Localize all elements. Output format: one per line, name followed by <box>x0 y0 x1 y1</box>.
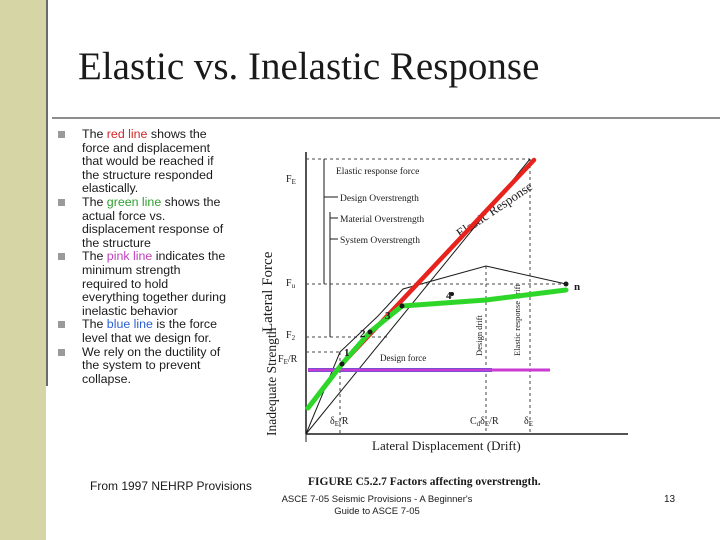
bullet-list: The red line shows the force and displac… <box>56 127 228 387</box>
left-band <box>0 0 46 540</box>
x-axis-label: Lateral Displacement (Drift) <box>372 438 521 453</box>
bullet-square-icon <box>58 348 65 356</box>
f2-tick-label: F2 <box>286 330 296 342</box>
bullet-square-icon <box>58 253 65 261</box>
bullet-square-icon <box>58 131 65 138</box>
point-n-marker <box>563 281 569 287</box>
point-2-marker <box>367 329 373 335</box>
bullet-item: The green line shows the actual force vs… <box>56 194 228 250</box>
pink-line-highlight: pink line <box>106 249 153 264</box>
elastic-response-drift-label: Elastic response drift <box>512 284 522 356</box>
point-4-label: 4 <box>446 290 452 302</box>
page-number: 13 <box>664 494 676 505</box>
point-n-label: n <box>574 281 580 293</box>
slide-title: Elastic vs. Inelastic Response <box>78 45 540 88</box>
point-1-marker <box>339 361 345 367</box>
bullet-item: We rely on the ductility of the system t… <box>56 345 228 387</box>
bullet-square-icon <box>58 321 65 329</box>
point-3-label: 3 <box>385 310 391 322</box>
green-actual-response-line <box>305 287 569 411</box>
blue-line-highlight: blue line <box>106 317 153 332</box>
point-1-label: 1 <box>344 347 350 359</box>
bullet-item: The red line shows the force and displac… <box>56 127 228 196</box>
inadequate-strength-label: Inadequate Strength <box>264 327 279 436</box>
elastic-response-force-label: Elastic response force <box>336 166 419 177</box>
left-divider <box>46 0 48 386</box>
design-overstrength-label: Design Overstrength <box>340 194 419 204</box>
bullet-square-icon <box>58 198 65 206</box>
title-rule <box>52 117 720 119</box>
fe-tick-label: FE <box>286 174 296 186</box>
figure-caption: FIGURE C5.2.7 Factors affecting overstre… <box>308 476 541 488</box>
de-r-tick-label: δE/R <box>330 416 349 428</box>
pushover-reference-curve <box>305 265 567 435</box>
point-4-marker <box>450 292 454 296</box>
source-note: From 1997 NEHRP Provisions <box>90 479 252 493</box>
bullet-item: The pink line indicates the minimum stre… <box>56 250 228 318</box>
fer-tick-label: FE/R <box>278 354 298 366</box>
footer-text: ASCE 7-05 Seismic Provisions - A Beginne… <box>281 494 473 517</box>
fu-tick-label: Fu <box>286 278 296 290</box>
red-line-highlight: red line <box>106 127 148 141</box>
green-line-highlight: green line <box>106 194 162 209</box>
bullet-item: The blue line is the force level that we… <box>56 318 228 345</box>
overstrength-figure: Elastic response force Design Overstreng… <box>228 124 686 496</box>
point-3-marker <box>399 303 405 309</box>
de-tick-label: δE <box>524 416 533 428</box>
design-force-label: Design force <box>380 353 426 363</box>
y-axis-label: Lateral Force <box>260 251 276 332</box>
material-overstrength-label: Material Overstrength <box>340 215 424 225</box>
cd-de-r-tick-label: CdδE/R <box>470 416 499 428</box>
system-overstrength-label: System Overstrength <box>340 236 420 246</box>
point-2-label: 2 <box>360 328 366 340</box>
design-drift-label: Design drift <box>474 315 484 356</box>
